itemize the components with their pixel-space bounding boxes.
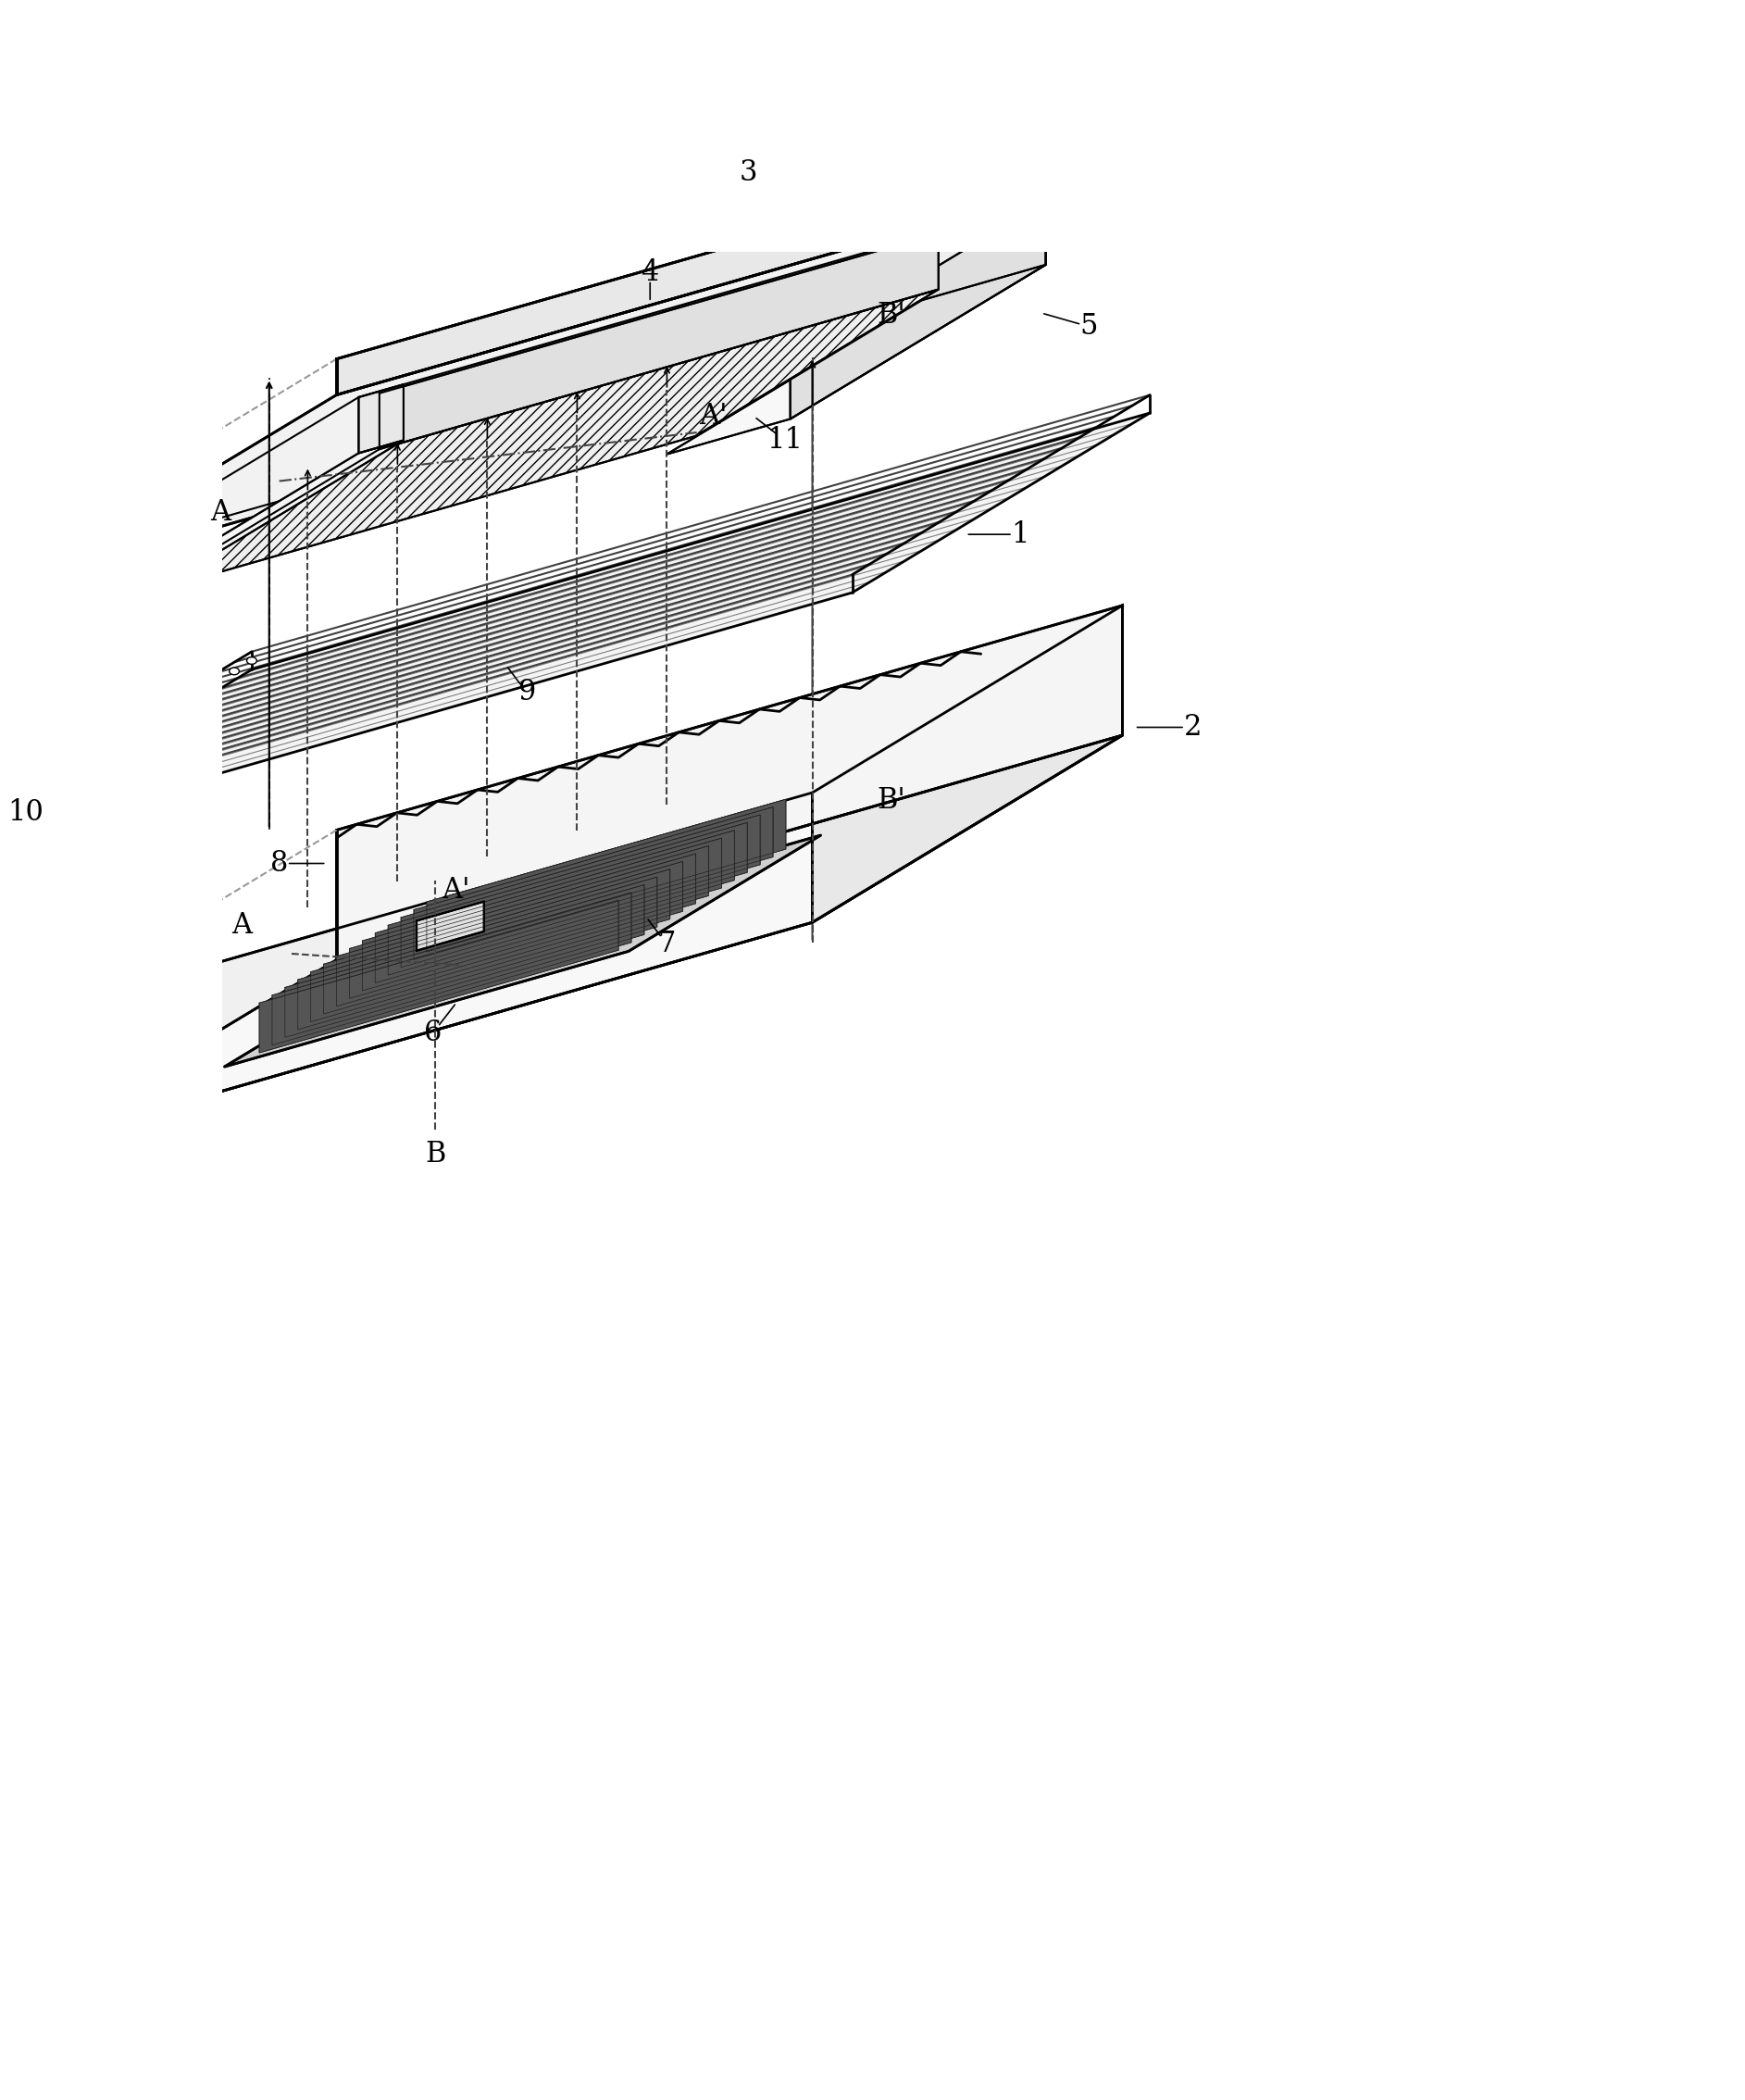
Ellipse shape: [211, 678, 222, 685]
Polygon shape: [272, 892, 632, 1046]
Polygon shape: [323, 861, 682, 1014]
Polygon shape: [363, 838, 721, 991]
Text: A: A: [232, 911, 251, 939]
Text: 6: 6: [424, 1018, 441, 1048]
Ellipse shape: [54, 773, 65, 781]
Polygon shape: [414, 806, 773, 960]
Ellipse shape: [124, 731, 134, 739]
Text: B': B': [876, 300, 906, 330]
Polygon shape: [337, 134, 1122, 395]
Polygon shape: [26, 792, 813, 1147]
Polygon shape: [379, 233, 939, 449]
Polygon shape: [26, 170, 1122, 582]
Polygon shape: [136, 290, 939, 596]
Polygon shape: [298, 878, 658, 1029]
Polygon shape: [813, 605, 1122, 922]
Polygon shape: [337, 605, 1122, 960]
Polygon shape: [790, 202, 1045, 420]
Polygon shape: [359, 384, 403, 454]
Text: B: B: [424, 1140, 445, 1168]
Ellipse shape: [72, 762, 82, 771]
Polygon shape: [26, 735, 1122, 1147]
Text: 1: 1: [1012, 521, 1030, 548]
Polygon shape: [375, 830, 735, 983]
Ellipse shape: [106, 741, 117, 750]
Polygon shape: [417, 901, 483, 951]
Polygon shape: [401, 815, 761, 968]
Polygon shape: [0, 414, 1150, 848]
Polygon shape: [813, 134, 1122, 357]
Text: 7: 7: [658, 930, 675, 958]
Text: 3: 3: [740, 158, 757, 187]
Ellipse shape: [19, 794, 30, 802]
Text: A': A': [441, 876, 469, 905]
Polygon shape: [387, 823, 747, 974]
Text: 11: 11: [766, 426, 803, 454]
Polygon shape: [260, 901, 618, 1052]
Text: 10: 10: [7, 798, 44, 827]
Text: 2: 2: [1183, 714, 1202, 741]
Polygon shape: [428, 800, 785, 951]
Polygon shape: [103, 441, 403, 607]
Text: 4: 4: [640, 258, 660, 288]
Text: A: A: [211, 498, 230, 527]
Ellipse shape: [89, 752, 99, 760]
Polygon shape: [284, 884, 644, 1037]
Text: 5: 5: [1080, 313, 1098, 340]
Polygon shape: [337, 855, 696, 1006]
Polygon shape: [923, 202, 1045, 300]
Ellipse shape: [229, 668, 239, 674]
Ellipse shape: [37, 783, 47, 792]
Ellipse shape: [194, 689, 204, 695]
Ellipse shape: [159, 710, 169, 716]
Ellipse shape: [246, 657, 257, 664]
Ellipse shape: [141, 720, 152, 727]
Ellipse shape: [2, 804, 12, 813]
Text: B': B': [876, 785, 906, 815]
Polygon shape: [311, 869, 670, 1023]
Text: 9: 9: [518, 678, 536, 706]
Polygon shape: [667, 265, 1045, 454]
Ellipse shape: [176, 699, 187, 706]
Polygon shape: [225, 836, 820, 1067]
Text: 8: 8: [270, 848, 288, 878]
Text: A': A': [700, 401, 728, 430]
Polygon shape: [349, 846, 708, 998]
